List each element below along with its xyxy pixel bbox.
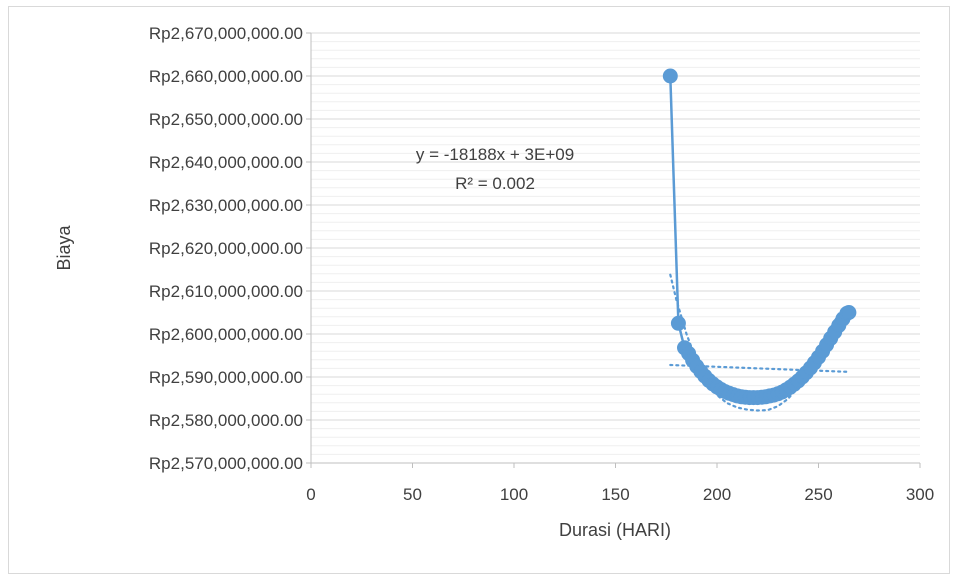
x-tick-labels: 0 50 100 150 200 250 300	[306, 485, 934, 504]
y-tick-label: Rp2,570,000,000.00	[149, 454, 303, 473]
axes	[310, 33, 920, 464]
y-tick-label: Rp2,610,000,000.00	[149, 282, 303, 301]
y-tick-label: Rp2,620,000,000.00	[149, 239, 303, 258]
data-point	[670, 315, 686, 331]
y-tick-label: Rp2,580,000,000.00	[149, 411, 303, 430]
data-point	[662, 68, 678, 84]
x-tick-label: 0	[306, 485, 315, 504]
x-axis-title: Durasi (HARI)	[559, 520, 671, 540]
x-tick-label: 300	[906, 485, 934, 504]
x-tick-label: 100	[500, 485, 528, 504]
y-tick-label: Rp2,670,000,000.00	[149, 24, 303, 43]
series-layer	[662, 68, 857, 406]
x-tick-label: 200	[703, 485, 731, 504]
y-tick-label: Rp2,600,000,000.00	[149, 325, 303, 344]
trendline-r-squared: R² = 0.002	[455, 174, 535, 193]
y-tick-label: Rp2,650,000,000.00	[149, 110, 303, 129]
x-tick-label: 250	[804, 485, 832, 504]
y-tick-label: Rp2,660,000,000.00	[149, 67, 303, 86]
x-tick-label: 150	[601, 485, 629, 504]
chart-frame	[8, 6, 950, 574]
y-tick-labels: Rp2,570,000,000.00 Rp2,580,000,000.00 Rp2,…	[149, 24, 303, 473]
gridlines	[306, 32, 921, 468]
x-tick-label: 50	[403, 485, 422, 504]
y-tick-label: Rp2,590,000,000.00	[149, 368, 303, 387]
trendline-equation: y = -18188x + 3E+09	[416, 145, 574, 164]
data-point	[841, 305, 857, 320]
y-tick-label: Rp2,640,000,000.00	[149, 153, 303, 172]
y-tick-label: Rp2,630,000,000.00	[149, 196, 303, 215]
y-axis-title: Biaya	[54, 225, 74, 271]
